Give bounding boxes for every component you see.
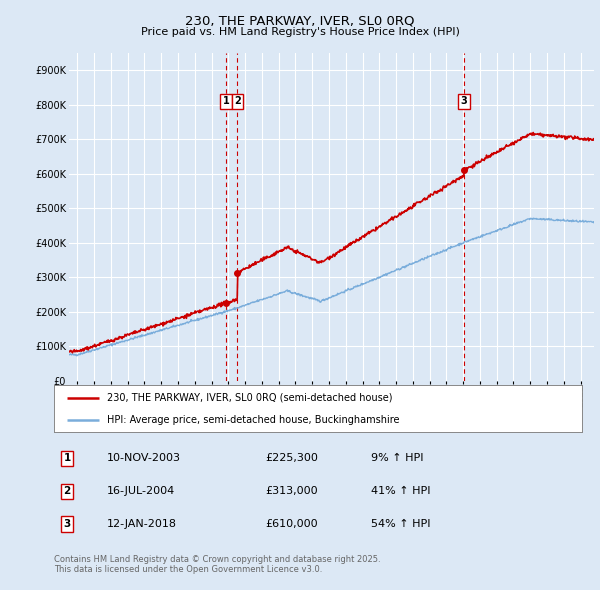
Text: 16-JUL-2004: 16-JUL-2004 bbox=[107, 486, 175, 496]
Text: Contains HM Land Registry data © Crown copyright and database right 2025.: Contains HM Land Registry data © Crown c… bbox=[54, 555, 380, 563]
Text: 3: 3 bbox=[64, 519, 71, 529]
Text: This data is licensed under the Open Government Licence v3.0.: This data is licensed under the Open Gov… bbox=[54, 565, 322, 574]
Text: 2: 2 bbox=[234, 96, 241, 106]
Text: 1: 1 bbox=[223, 96, 229, 106]
Text: 230, THE PARKWAY, IVER, SL0 0RQ: 230, THE PARKWAY, IVER, SL0 0RQ bbox=[185, 15, 415, 28]
Text: 54% ↑ HPI: 54% ↑ HPI bbox=[371, 519, 430, 529]
Text: 1: 1 bbox=[64, 454, 71, 463]
Text: 2: 2 bbox=[64, 486, 71, 496]
Text: 41% ↑ HPI: 41% ↑ HPI bbox=[371, 486, 430, 496]
Text: 10-NOV-2003: 10-NOV-2003 bbox=[107, 454, 181, 463]
Text: 3: 3 bbox=[460, 96, 467, 106]
Text: £610,000: £610,000 bbox=[265, 519, 318, 529]
Text: 9% ↑ HPI: 9% ↑ HPI bbox=[371, 454, 424, 463]
Text: HPI: Average price, semi-detached house, Buckinghamshire: HPI: Average price, semi-detached house,… bbox=[107, 415, 400, 425]
Text: 230, THE PARKWAY, IVER, SL0 0RQ (semi-detached house): 230, THE PARKWAY, IVER, SL0 0RQ (semi-de… bbox=[107, 393, 392, 403]
Text: Price paid vs. HM Land Registry's House Price Index (HPI): Price paid vs. HM Land Registry's House … bbox=[140, 27, 460, 37]
Text: £225,300: £225,300 bbox=[265, 454, 318, 463]
Text: 12-JAN-2018: 12-JAN-2018 bbox=[107, 519, 177, 529]
Text: £313,000: £313,000 bbox=[265, 486, 318, 496]
